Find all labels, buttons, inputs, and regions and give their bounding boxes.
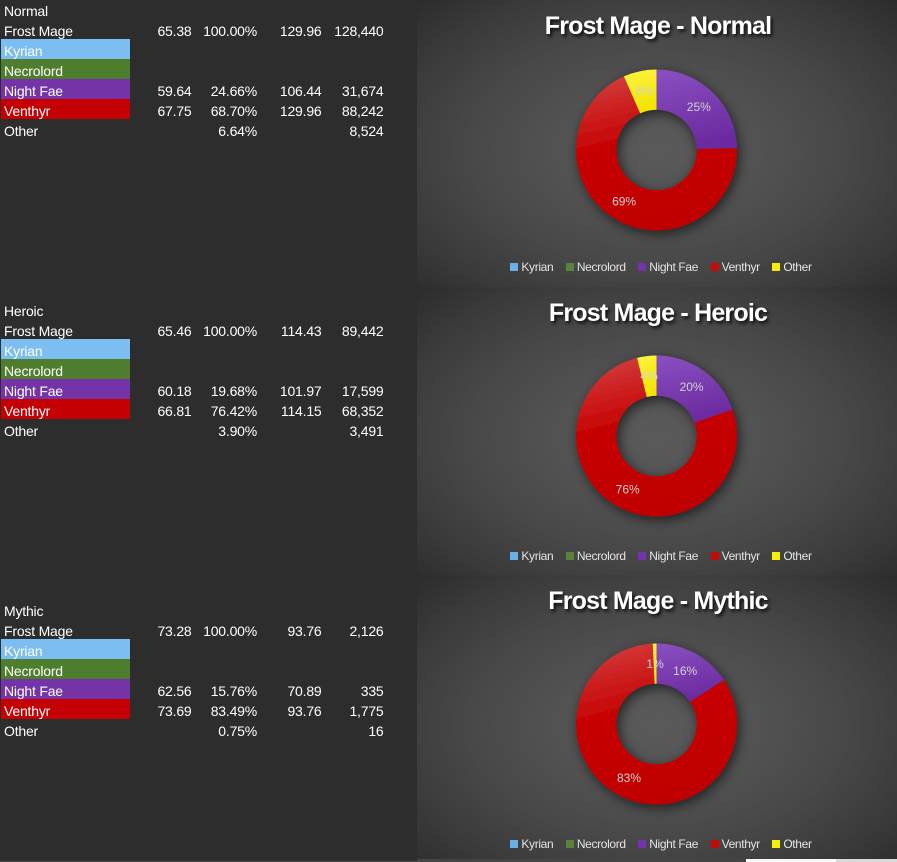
svg-text:76%: 76% xyxy=(616,483,640,497)
svg-text:1%: 1% xyxy=(646,657,664,671)
svg-text:83%: 83% xyxy=(617,771,641,785)
svg-text:69%: 69% xyxy=(612,194,636,208)
svg-text:20%: 20% xyxy=(680,380,704,394)
svg-text:25%: 25% xyxy=(687,100,711,114)
svg-text:16%: 16% xyxy=(673,664,697,678)
svg-text:4%: 4% xyxy=(640,369,658,383)
svg-text:6%: 6% xyxy=(635,84,653,98)
